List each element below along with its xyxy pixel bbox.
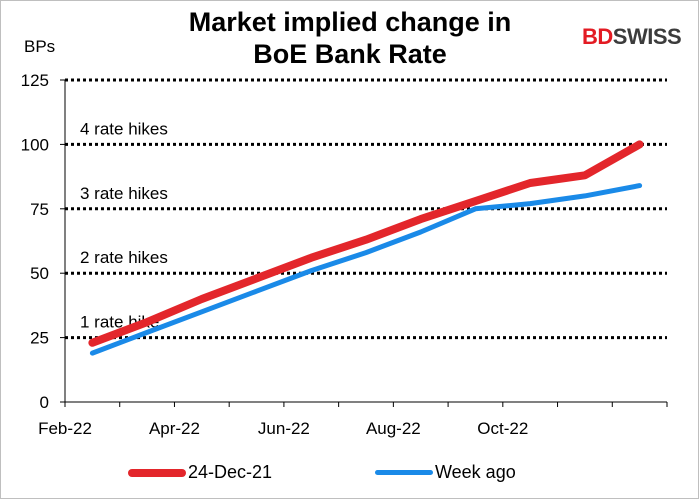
legend-label-24-dec-21: 24-Dec-21 [188,462,273,482]
x-tick-label-apr-22: Apr-22 [149,419,200,438]
y-tick-label-50: 50 [30,264,49,283]
reference-label-75: 3 rate hikes [80,184,168,203]
y-tick-label-125: 125 [21,71,49,90]
y-tick-label-75: 75 [30,200,49,219]
legend: 24-Dec-21 Week ago [0,462,699,492]
y-tick-label-100: 100 [21,135,49,154]
y-axis-label: BPs [24,37,56,56]
series-line-week-ago [89,183,643,356]
series-lines [88,140,644,356]
legend-item-24-dec-21: 24-Dec-21 [128,462,272,483]
x-tick-label-aug-22: Aug-22 [366,419,421,438]
legend-swatch-24-dec-21 [128,468,186,477]
reference-label-50: 2 rate hikes [80,248,168,267]
chart-title-line-1: Market implied change in [188,7,512,37]
series-line-24-dec-21 [88,140,644,347]
bdswiss-logo: BD SWISS [582,24,682,50]
logo-part-bd: BD [582,24,613,49]
axes: 0 25 50 75 100 125 Feb-22 Apr-22 Jun-22 Aug-22 Oct… [21,71,668,438]
x-tick-label-oct-22: Oct-22 [477,419,528,438]
y-tick-label-0: 0 [40,393,49,412]
y-tick-label-25: 25 [30,329,49,348]
x-tick-label-jun-22: Jun-22 [258,419,310,438]
legend-label-week-ago: Week ago [435,462,516,482]
chart-title: Market implied change in BoE Bank Rate [150,6,550,70]
logo-part-swiss: SWISS [612,24,682,49]
reference-label-100: 4 rate hikes [80,119,168,138]
legend-swatch-week-ago [375,470,433,475]
chart-title-line-2: BoE Bank Rate [253,39,447,69]
x-tick-label-feb-22: Feb-22 [38,419,92,438]
legend-item-week-ago: Week ago [375,462,516,483]
